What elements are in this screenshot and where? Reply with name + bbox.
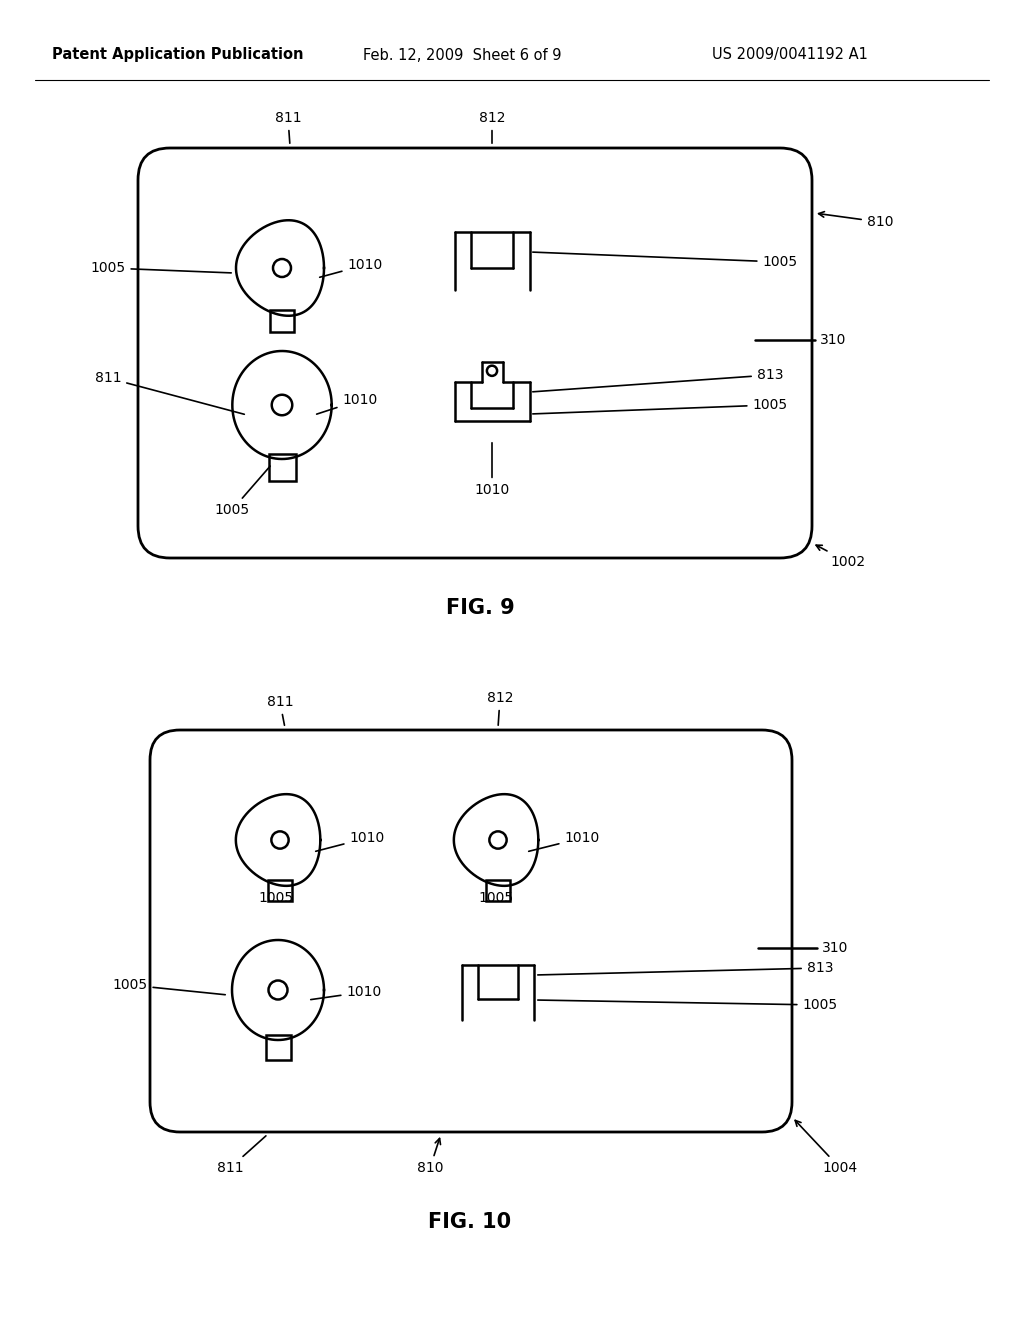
Text: FIG. 9: FIG. 9 [445, 598, 514, 618]
Text: 1010: 1010 [315, 832, 385, 851]
Text: Patent Application Publication: Patent Application Publication [52, 48, 304, 62]
Text: 1005: 1005 [258, 891, 293, 906]
Text: 1005: 1005 [532, 252, 798, 269]
Text: 310: 310 [822, 941, 848, 954]
Text: 812: 812 [479, 111, 505, 144]
Text: 811: 811 [94, 371, 245, 414]
Text: 1005: 1005 [478, 891, 513, 906]
Text: 1010: 1010 [316, 393, 378, 414]
Text: 1005: 1005 [113, 978, 225, 995]
Text: 811: 811 [266, 696, 293, 725]
Text: 1002: 1002 [816, 545, 865, 569]
Bar [265, 1035, 291, 1060]
Text: 1005: 1005 [532, 399, 787, 414]
Text: 1005: 1005 [538, 998, 838, 1012]
Text: 1010: 1010 [310, 985, 382, 999]
Text: 813: 813 [538, 961, 834, 975]
Text: 810: 810 [417, 1138, 443, 1175]
Text: 1010: 1010 [528, 832, 600, 851]
Text: 1005: 1005 [214, 466, 270, 517]
Bar [268, 454, 296, 480]
Text: 1010: 1010 [319, 257, 383, 277]
Text: 813: 813 [532, 368, 783, 392]
Text: 811: 811 [274, 111, 301, 144]
Text: 310: 310 [820, 333, 847, 347]
Text: Feb. 12, 2009  Sheet 6 of 9: Feb. 12, 2009 Sheet 6 of 9 [362, 48, 561, 62]
Text: 1005: 1005 [90, 261, 231, 275]
Text: 812: 812 [486, 690, 513, 725]
Text: 810: 810 [818, 211, 893, 228]
Text: 811: 811 [217, 1135, 266, 1175]
Text: FIG. 10: FIG. 10 [428, 1212, 512, 1232]
Text: 1004: 1004 [796, 1121, 857, 1175]
Text: US 2009/0041192 A1: US 2009/0041192 A1 [712, 48, 868, 62]
Bar [270, 309, 294, 333]
Bar [268, 879, 292, 902]
Text: 1010: 1010 [474, 442, 510, 498]
Bar [486, 879, 510, 902]
